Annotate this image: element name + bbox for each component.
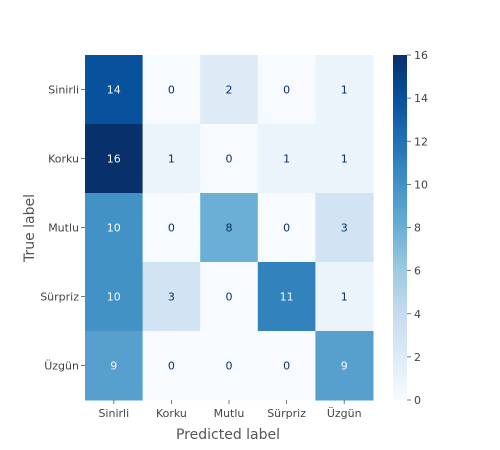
cell-value-label: 0 [168, 222, 175, 235]
heatmap-cell [85, 262, 144, 332]
heatmap-cell-labels: 14 0 2 0 116 1 0 1 110 0 8 0 310 3 0 11 19 0 0 0 9 [107, 84, 348, 373]
cell-value-label: 8 [226, 222, 233, 235]
heatmap-cells [85, 55, 374, 401]
heatmap-cell [142, 193, 201, 263]
y-tick-labels: Sinirli Korku Mutlu Sürpriz Üzgün [40, 84, 85, 373]
y-tick-label: Mutlu [48, 222, 79, 235]
cell-value-label: 0 [283, 84, 290, 97]
heatmap-cell [257, 262, 316, 332]
cell-value-label: 0 [168, 84, 175, 97]
y-tick-label: Üzgün [44, 360, 79, 373]
cell-value-label: 10 [107, 222, 121, 235]
colorbar-tick-label: 2 [414, 351, 421, 364]
heatmap-cell [257, 193, 316, 263]
colorbar-tick-label: 10 [414, 178, 428, 191]
heatmap-cell [142, 331, 201, 401]
heatmap-cell [200, 55, 259, 125]
cell-value-label: 1 [168, 153, 175, 166]
heatmap-cell [200, 124, 259, 194]
colorbar-tick-label: 8 [414, 222, 421, 235]
cell-value-label: 10 [107, 291, 121, 304]
cell-value-label: 1 [283, 153, 290, 166]
cell-value-label: 0 [283, 360, 290, 373]
cell-value-label: 3 [168, 291, 175, 304]
heatmap-cell [142, 124, 201, 194]
cell-value-label: 0 [226, 291, 233, 304]
heatmap-cell [85, 55, 144, 125]
colorbar [393, 55, 407, 400]
x-tick-label: Üzgün [327, 407, 362, 420]
heatmap-cell [315, 193, 374, 263]
colorbar-tick-label: 12 [414, 135, 428, 148]
heatmap-cell [315, 124, 374, 194]
cell-value-label: 0 [226, 153, 233, 166]
cell-value-label: 3 [341, 222, 348, 235]
colorbar-tick-label: 0 [414, 394, 421, 407]
x-axis-label: Predicted label [176, 427, 280, 443]
heatmap-cell [200, 262, 259, 332]
y-tick-label: Sürpriz [40, 291, 79, 304]
colorbar-tick-label: 14 [414, 92, 428, 105]
x-tick-label: Sinirli [98, 407, 129, 420]
x-tick-label: Sürpriz [267, 407, 306, 420]
heatmap-cell [257, 55, 316, 125]
cell-value-label: 11 [280, 291, 294, 304]
cell-value-label: 0 [283, 222, 290, 235]
heatmap-cell [85, 193, 144, 263]
heatmap-cell [142, 262, 201, 332]
heatmap-cell [200, 331, 259, 401]
cell-value-label: 14 [107, 84, 121, 97]
cell-value-label: 2 [226, 84, 233, 97]
x-tick-label: Korku [156, 407, 187, 420]
y-tick-label: Sinirli [48, 84, 79, 97]
heatmap-cell [315, 331, 374, 401]
heatmap-cell [85, 331, 144, 401]
x-tick-labels: Sinirli Korku Mutlu Sürpriz Üzgün [98, 400, 362, 420]
heatmap-cell [200, 193, 259, 263]
cell-value-label: 1 [341, 84, 348, 97]
heatmap-cell [142, 55, 201, 125]
cell-value-label: 9 [110, 360, 117, 373]
y-axis-label: True label [22, 194, 38, 263]
x-tick-label: Mutlu [214, 407, 245, 420]
y-tick-label: Korku [48, 153, 79, 166]
cell-value-label: 1 [341, 291, 348, 304]
cell-value-label: 0 [226, 360, 233, 373]
colorbar-tick-label: 4 [414, 308, 421, 321]
cell-value-label: 16 [107, 153, 121, 166]
cell-value-label: 1 [341, 153, 348, 166]
heatmap-cell [257, 124, 316, 194]
cell-value-label: 9 [341, 360, 348, 373]
heatmap-cell [315, 55, 374, 125]
colorbar-tick-label: 6 [414, 265, 421, 278]
colorbar-tick-label: 16 [414, 49, 428, 62]
cell-value-label: 0 [168, 360, 175, 373]
heatmap-cell [315, 262, 374, 332]
colorbar-ticks: 0 2 4 6 8 10 12 14 16 [407, 49, 428, 407]
heatmap-cell [257, 331, 316, 401]
heatmap-cell [85, 124, 144, 194]
